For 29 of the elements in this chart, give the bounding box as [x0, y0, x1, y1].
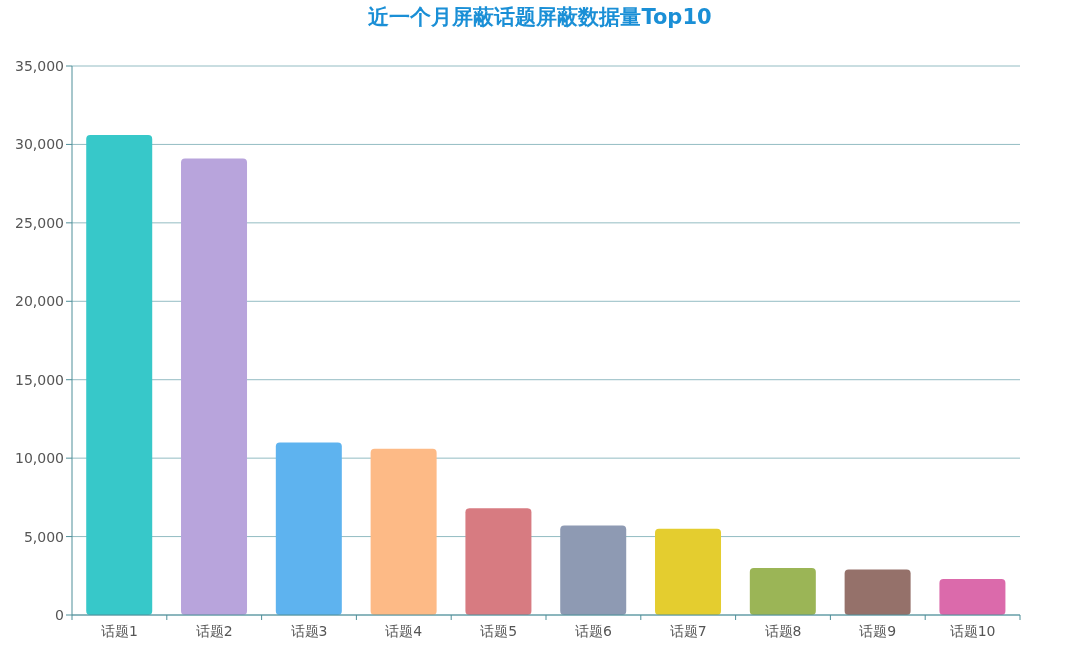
x-tick-label: 话题6: [574, 623, 612, 639]
bar: [465, 508, 532, 615]
x-tick-label: 话题10: [949, 623, 996, 639]
bar: [844, 569, 911, 615]
x-tick-label: 话题4: [385, 623, 423, 639]
bar: [181, 158, 248, 615]
x-tick-label: 话题7: [669, 623, 707, 639]
x-tick-label: 话题3: [290, 623, 328, 639]
bar: [370, 448, 437, 615]
bar: [560, 525, 627, 615]
bar: [655, 528, 722, 615]
x-tick-label: 话题8: [764, 623, 802, 639]
x-tick-label: 话题9: [859, 623, 897, 639]
bar: [939, 578, 1006, 615]
x-tick-label: 话题2: [195, 623, 233, 639]
bar: [86, 135, 153, 615]
y-tick-label: 25,000: [15, 214, 64, 231]
y-tick-label: 10,000: [15, 450, 64, 467]
bar: [275, 442, 342, 615]
y-tick-label: 20,000: [15, 293, 64, 310]
y-tick-label: 0: [55, 606, 64, 623]
y-tick-label: 35,000: [15, 57, 64, 74]
bar: [749, 567, 816, 615]
y-tick-label: 30,000: [15, 136, 64, 153]
y-tick-label: 5,000: [23, 528, 64, 545]
x-tick-label: 话题1: [100, 623, 138, 639]
y-tick-label: 15,000: [15, 371, 64, 388]
chart-title: 近一个月屏蔽话题屏蔽数据量Top10: [367, 4, 713, 31]
x-tick-label: 话题5: [480, 623, 518, 639]
